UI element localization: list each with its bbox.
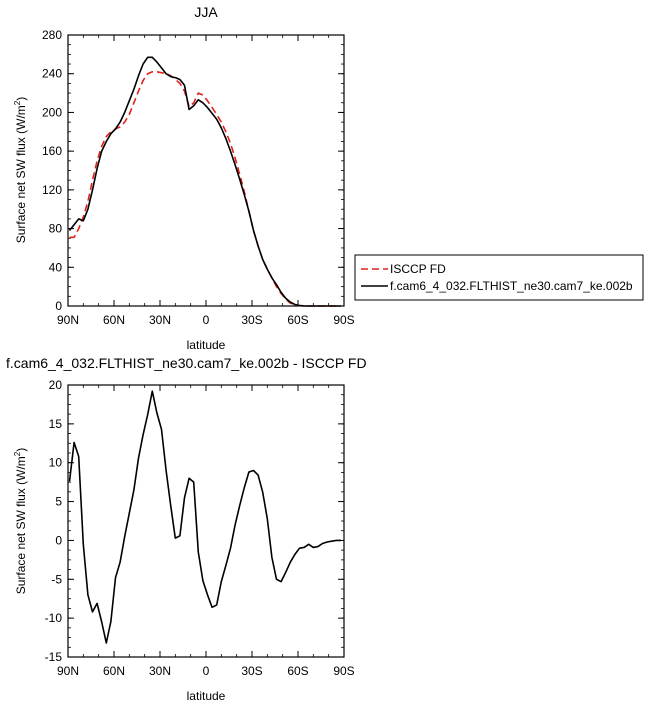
bottom-x-tick-label: 90N [57,664,79,678]
top-x-tick-label: 60N [103,313,125,327]
top-x-tick-label: 90S [333,313,354,327]
top-series-line-1 [68,56,341,307]
legend-label-isccp: ISCCP FD [390,262,446,276]
bottom-x-tick-label: 0 [203,664,210,678]
bottom-x-tick-label: 60N [103,664,125,678]
top-y-axis: 0 40 80 120 160 200 240 280 [42,28,344,313]
bottom-y-tick-label: 15 [49,417,63,431]
legend-label-model: f.cam6_4_032.FLTHIST_ne30.cam7_ke.002b [390,279,633,293]
bottom-x-axis-label: latitude [187,689,226,703]
bottom-x-tick-label: 90S [333,664,354,678]
bottom-y-axis-label-sup: 2 [13,451,22,456]
top-x-axis: 90N 60N 30N 0 30S 60S 90S [57,35,355,327]
top-y-tick-label: 160 [42,144,62,158]
top-y-axis-label-units: (W/m [14,105,28,134]
bottom-y-tick-label: 0 [55,533,62,547]
bottom-chart-title: f.cam6_4_032.FLTHIST_ne30.cam7_ke.002b -… [6,355,367,371]
bottom-x-tick-label: 60S [287,664,308,678]
bottom-y-tick-label: 10 [49,456,63,470]
bottom-series-lines [68,390,341,644]
bottom-chart: f.cam6_4_032.FLTHIST_ne30.cam7_ke.002b -… [6,355,367,703]
top-y-axis-label-text: Surface net SW flux [14,137,28,243]
bottom-y-axis-label-text: Surface net SW flux [14,488,28,594]
top-y-tick-label: 120 [42,183,62,197]
legend: ISCCP FD f.cam6_4_032.FLTHIST_ne30.cam7_… [354,254,644,301]
top-y-tick-label: 280 [42,28,62,42]
top-plot-border [67,34,345,307]
bottom-x-tick-label: 30N [149,664,171,678]
bottom-y-tick-label: 5 [55,495,62,509]
top-y-tick-label: 240 [42,67,62,81]
top-y-tick-label: 40 [49,260,63,274]
top-y-axis-label-sup: 2 [13,100,22,105]
top-y-tick-label: 80 [49,222,63,236]
bottom-y-axis: -15 -10 -5 0 5 10 15 20 [45,378,344,664]
top-x-tick-label: 60S [287,313,308,327]
bottom-y-axis-label: Surface net SW flux (W/m2) [13,448,28,595]
top-series-line-0 [69,71,341,307]
legend-box [354,254,644,301]
top-series-lines [68,56,341,307]
top-y-axis-label-close: ) [14,97,28,101]
top-x-axis-label: latitude [187,338,226,352]
top-plot-frame [67,34,345,307]
bottom-plot-frame [67,384,345,658]
top-x-tick-label: 30N [149,313,171,327]
top-y-tick-label: 0 [55,299,62,313]
bottom-y-tick-label: -5 [51,572,62,586]
top-x-tick-label: 30S [241,313,262,327]
top-x-tick-label: 90N [57,313,79,327]
bottom-y-axis-label-close: ) [14,448,28,452]
top-chart-title: JJA [194,4,218,20]
bottom-x-tick-label: 30S [241,664,262,678]
bottom-y-tick-label: -10 [45,611,63,625]
bottom-plot-border [67,384,345,658]
top-chart: JJA 0 40 80 120 160 200 240 280 90N 60N 30N 0 30S 60… [13,4,644,352]
bottom-y-tick-label: -15 [45,650,63,664]
bottom-y-axis-label-units: (W/m [14,456,28,485]
bottom-series-line-0 [68,390,341,644]
top-x-tick-label: 0 [203,313,210,327]
top-y-tick-label: 200 [42,105,62,119]
top-y-axis-label: Surface net SW flux (W/m2) [13,97,28,244]
bottom-y-tick-label: 20 [49,378,63,392]
bottom-x-axis: 90N 60N 30N 0 30S 60S 90S [57,385,355,678]
